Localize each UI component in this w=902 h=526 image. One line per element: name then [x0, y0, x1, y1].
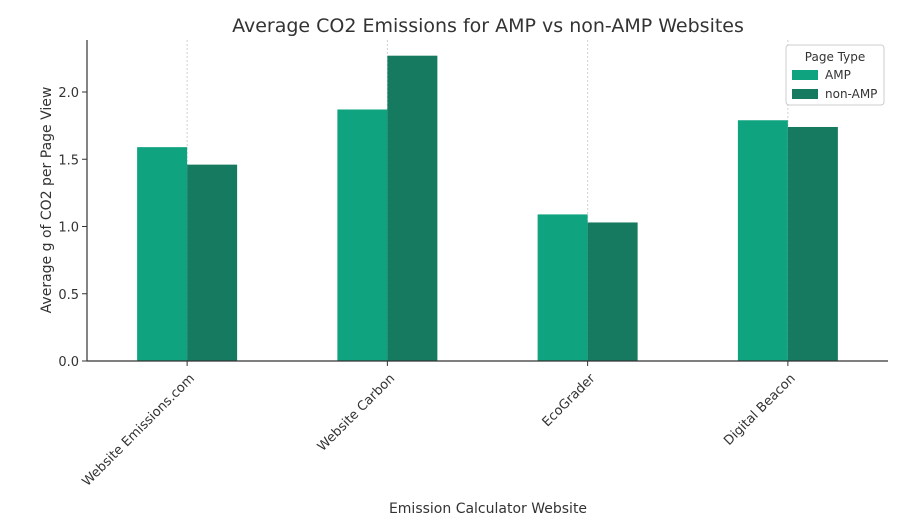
bar-non-amp-0 — [187, 164, 238, 361]
x-tick-label: Digital Beacon — [721, 371, 798, 448]
bar-amp-0 — [137, 147, 188, 361]
x-tick-label: EcoGrader — [540, 371, 599, 430]
grid-layer — [186, 40, 789, 361]
bar-non-amp-2 — [587, 222, 638, 361]
legend-items: AMP non-AMP — [792, 68, 877, 101]
y-tick-label: 2.0 — [58, 86, 79, 101]
bar-non-amp-1 — [387, 55, 438, 362]
legend-title: Page Type — [805, 50, 865, 64]
bar-amp-1 — [337, 109, 388, 361]
x-tick-label: Website Carbon — [315, 371, 398, 454]
legend: Page Type AMP non-AMP — [785, 44, 885, 106]
x-ticks: Website Emissions.com Website Carbon EcoGr… — [80, 361, 799, 490]
bar-non-amp-3 — [787, 126, 838, 361]
x-axis-label: Emission Calculator Website — [389, 501, 587, 517]
y-ticks: 0.0 0.5 1.0 1.5 2.0 — [58, 86, 87, 370]
bar-amp-2 — [537, 214, 588, 361]
legend-label-non-amp: non-AMP — [825, 87, 877, 101]
legend-label-amp: AMP — [825, 68, 851, 82]
legend-swatch-amp — [792, 70, 818, 80]
bars-layer — [137, 55, 838, 362]
y-tick-label: 1.5 — [58, 153, 79, 168]
y-tick-label: 0.5 — [58, 288, 79, 303]
chart-title: Average CO2 Emissions for AMP vs non-AMP… — [232, 15, 744, 37]
y-axis-label: Average g of CO2 per Page View — [39, 87, 55, 314]
x-tick-label: Website Emissions.com — [80, 371, 198, 489]
legend-swatch-non-amp — [792, 89, 818, 99]
y-tick-label: 1.0 — [58, 221, 79, 236]
y-tick-label: 0.0 — [58, 355, 79, 370]
axes-layer — [86, 40, 888, 362]
bar-amp-3 — [737, 120, 788, 362]
